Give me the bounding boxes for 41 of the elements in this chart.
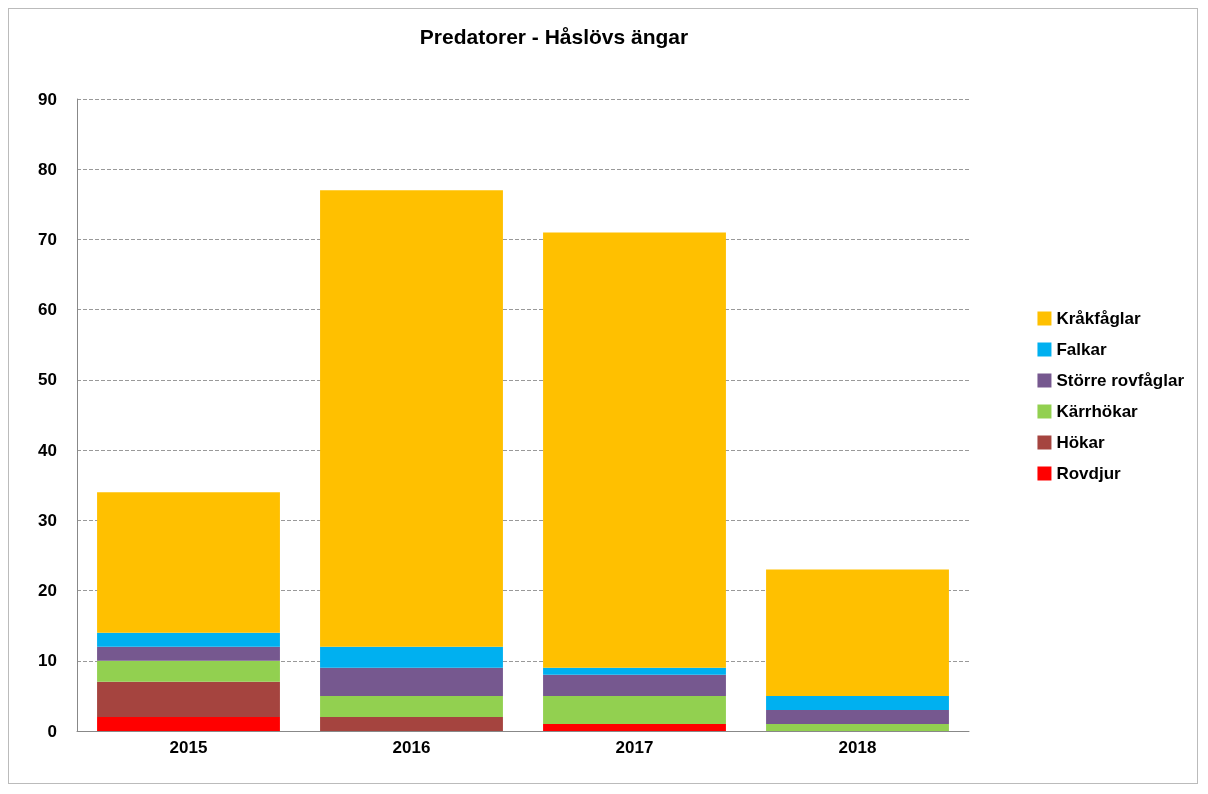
- bar: [320, 667, 503, 696]
- bar: [766, 723, 949, 731]
- y-tick-label: 80: [38, 159, 57, 179]
- bar: [320, 646, 503, 668]
- bar: [320, 190, 503, 647]
- bar: [97, 632, 280, 647]
- y-tick-label: 0: [47, 721, 57, 741]
- bar: [320, 695, 503, 717]
- bar: [543, 674, 726, 696]
- y-tick-label: 70: [38, 229, 57, 249]
- x-tick-label: 2016: [392, 738, 431, 757]
- chart-title: Predatorer - Håslövs ängar: [419, 25, 689, 48]
- bar: [97, 716, 280, 731]
- y-tick-label: 10: [38, 651, 57, 671]
- bar: [97, 681, 280, 717]
- legend-label: Rovdjur: [1056, 464, 1122, 483]
- bar: [320, 716, 503, 731]
- y-tick-label: 60: [38, 300, 57, 320]
- y-tick-label: 40: [38, 440, 57, 460]
- x-tick-label: 2015: [169, 738, 208, 757]
- y-tick-label: 30: [38, 510, 57, 530]
- bar: [97, 660, 280, 682]
- legend-label: Kråkfåglar: [1056, 309, 1141, 328]
- bar: [97, 646, 280, 661]
- x-tick-label: 2018: [838, 738, 877, 757]
- bar: [543, 723, 726, 731]
- legend-label: Större rovfåglar: [1056, 371, 1185, 390]
- legend-label: Falkar: [1056, 340, 1107, 359]
- bar: [766, 709, 949, 724]
- y-tick-label: 90: [38, 89, 57, 109]
- bar: [766, 569, 949, 696]
- y-tick-label: 20: [38, 581, 57, 601]
- bar: [97, 492, 280, 633]
- legend-label: Kärrhökar: [1056, 402, 1139, 421]
- bar: [766, 695, 949, 710]
- bar: [543, 695, 726, 724]
- bar: [543, 667, 726, 675]
- bar: [543, 232, 726, 668]
- x-tick-label: 2017: [615, 738, 654, 757]
- y-tick-label: 50: [38, 370, 57, 390]
- legend-label: Hökar: [1056, 433, 1106, 452]
